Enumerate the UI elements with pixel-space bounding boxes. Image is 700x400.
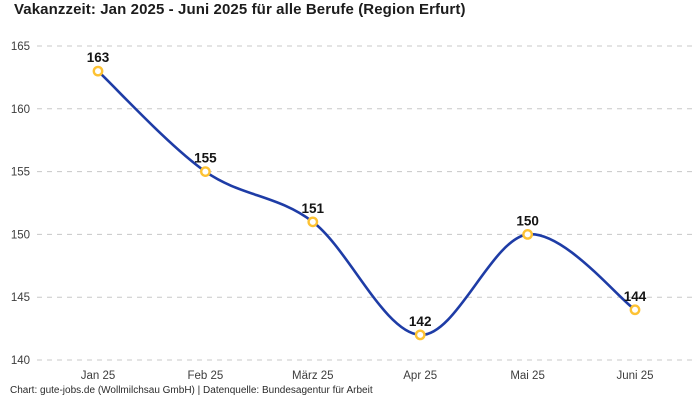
y-tick-label: 140 — [11, 355, 30, 367]
x-tick-label: Jan 25 — [81, 370, 116, 382]
data-point-marker[interactable] — [414, 329, 426, 341]
data-point-label: 155 — [194, 151, 217, 166]
data-point-marker[interactable] — [307, 216, 319, 228]
data-point-marker[interactable] — [629, 304, 641, 316]
chart-source-footer: Chart: gute-jobs.de (Wollmilchsau GmbH) … — [10, 385, 373, 396]
x-tick-label: Feb 25 — [187, 370, 223, 382]
x-tick-label: Mai 25 — [510, 370, 545, 382]
data-point-label: 151 — [302, 201, 325, 216]
y-tick-label: 165 — [11, 41, 30, 53]
x-tick-label: Apr 25 — [403, 370, 437, 382]
data-point-label: 142 — [409, 314, 432, 329]
chart-title: Vakanzzeit: Jan 2025 - Juni 2025 für all… — [14, 1, 466, 18]
y-tick-label: 160 — [11, 104, 30, 116]
y-tick-label: 145 — [11, 292, 30, 304]
y-tick-label: 155 — [11, 167, 30, 179]
data-point-marker[interactable] — [522, 228, 533, 240]
data-point-marker[interactable] — [92, 65, 104, 77]
x-tick-label: Juni 25 — [616, 370, 653, 382]
data-point-label: 144 — [624, 289, 647, 304]
x-tick-label: März 25 — [292, 370, 334, 382]
y-tick-label: 150 — [11, 229, 30, 241]
data-point-marker[interactable] — [199, 166, 211, 178]
data-point-label: 150 — [516, 213, 539, 228]
series-line — [96, 69, 637, 337]
data-point-label: 163 — [87, 50, 110, 65]
